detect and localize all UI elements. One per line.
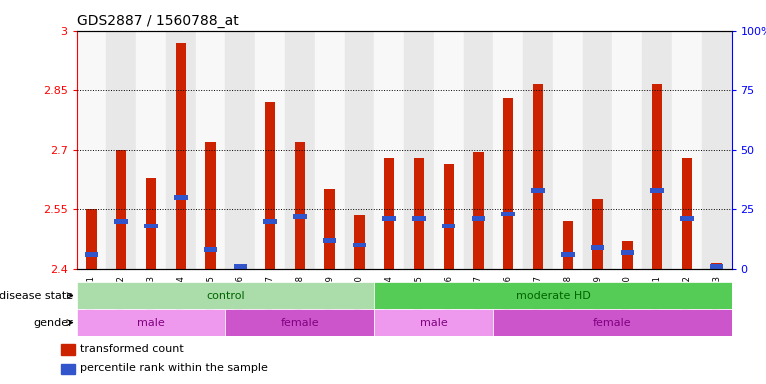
Bar [345,31,375,269]
Bar [591,245,604,250]
Bar [77,31,106,269]
Bar [174,195,188,200]
Bar [642,31,672,269]
Bar [680,217,694,221]
Bar [650,188,664,193]
Bar [562,221,573,269]
Bar [114,219,128,223]
Bar [315,31,345,269]
Bar [352,243,366,247]
Bar [325,189,335,269]
Bar [561,252,574,257]
Bar [523,31,553,269]
Text: gender: gender [33,318,73,328]
Bar [622,241,633,269]
Bar [295,142,305,269]
Bar [493,309,732,336]
Bar [472,217,486,221]
Bar [136,31,166,269]
Bar [225,309,375,336]
Bar [265,102,275,269]
Bar [652,84,663,269]
Text: male: male [420,318,447,328]
Bar [175,43,186,269]
Bar [354,215,365,269]
Text: disease state: disease state [0,291,73,301]
Bar [195,31,225,269]
Bar [502,212,515,217]
Bar [702,31,732,269]
Bar [87,209,97,269]
Bar [493,31,523,269]
Bar [384,158,394,269]
Bar [285,31,315,269]
Text: moderate HD: moderate HD [516,291,591,301]
Bar [322,238,336,243]
Text: GDS2887 / 1560788_at: GDS2887 / 1560788_at [77,14,238,28]
Text: female: female [593,318,632,328]
Text: female: female [280,318,319,328]
Bar [375,282,732,309]
Bar [234,264,247,269]
Bar [375,309,493,336]
Bar [613,31,642,269]
Bar [205,142,216,269]
Bar [166,31,195,269]
Bar [404,31,434,269]
Bar [85,252,98,257]
Bar [592,199,603,269]
Bar [434,31,463,269]
Bar [293,214,306,219]
Bar [412,217,426,221]
Bar [61,364,75,374]
Bar [375,31,404,269]
Text: male: male [137,318,165,328]
Bar [444,164,454,269]
Bar [144,223,158,228]
Bar [583,31,613,269]
Text: percentile rank within the sample: percentile rank within the sample [80,363,268,373]
Bar [532,188,545,193]
Bar [106,31,136,269]
Bar [61,344,75,354]
Bar [146,177,156,269]
Bar [710,264,723,269]
Bar [225,31,255,269]
Bar [553,31,583,269]
Bar [503,98,513,269]
Bar [533,84,543,269]
Bar [473,152,483,269]
Bar [235,267,246,269]
Bar [620,250,634,255]
Bar [116,150,126,269]
Bar [672,31,702,269]
Bar [264,219,277,223]
Bar [682,158,692,269]
Bar [463,31,493,269]
Bar [77,282,375,309]
Bar [204,247,218,252]
Bar [414,158,424,269]
Bar [442,223,456,228]
Bar [382,217,396,221]
Bar [712,263,722,269]
Bar [255,31,285,269]
Text: control: control [206,291,245,301]
Text: transformed count: transformed count [80,344,184,354]
Bar [77,309,225,336]
